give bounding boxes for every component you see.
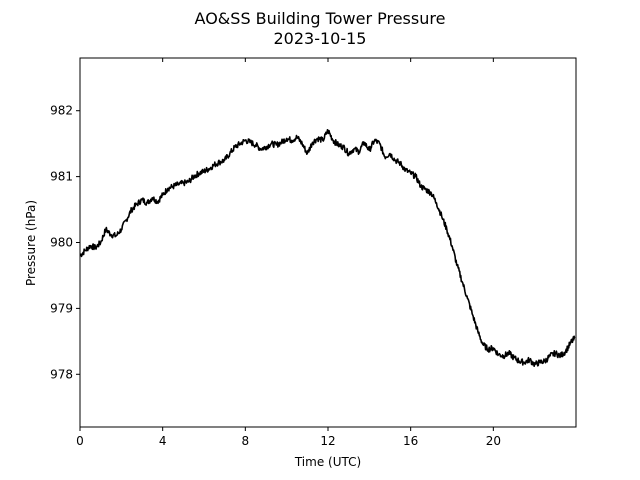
chart-subtitle: 2023-10-15 bbox=[274, 29, 367, 48]
pressure-series-line bbox=[79, 128, 576, 368]
y-axis-label: Pressure (hPa) bbox=[24, 200, 38, 286]
y-tick-label: 982 bbox=[50, 104, 73, 118]
x-tick-label: 4 bbox=[159, 434, 167, 448]
y-tick-label: 979 bbox=[50, 301, 73, 315]
x-tick-label: 0 bbox=[76, 434, 84, 448]
x-axis-ticks: 0 4 8 12 16 20 bbox=[76, 58, 501, 448]
y-tick-label: 978 bbox=[50, 367, 73, 381]
chart-title: AO&SS Building Tower Pressure bbox=[195, 9, 446, 28]
y-axis-ticks: 978 979 980 981 982 bbox=[50, 104, 80, 381]
x-axis-label: Time (UTC) bbox=[294, 455, 361, 469]
plot-frame bbox=[79, 57, 577, 428]
y-tick-label: 981 bbox=[50, 170, 73, 184]
x-tick-label: 20 bbox=[486, 434, 501, 448]
y-tick-label: 980 bbox=[50, 236, 73, 250]
x-tick-label: 8 bbox=[242, 434, 250, 448]
x-tick-label: 16 bbox=[403, 434, 418, 448]
x-tick-label: 12 bbox=[320, 434, 335, 448]
